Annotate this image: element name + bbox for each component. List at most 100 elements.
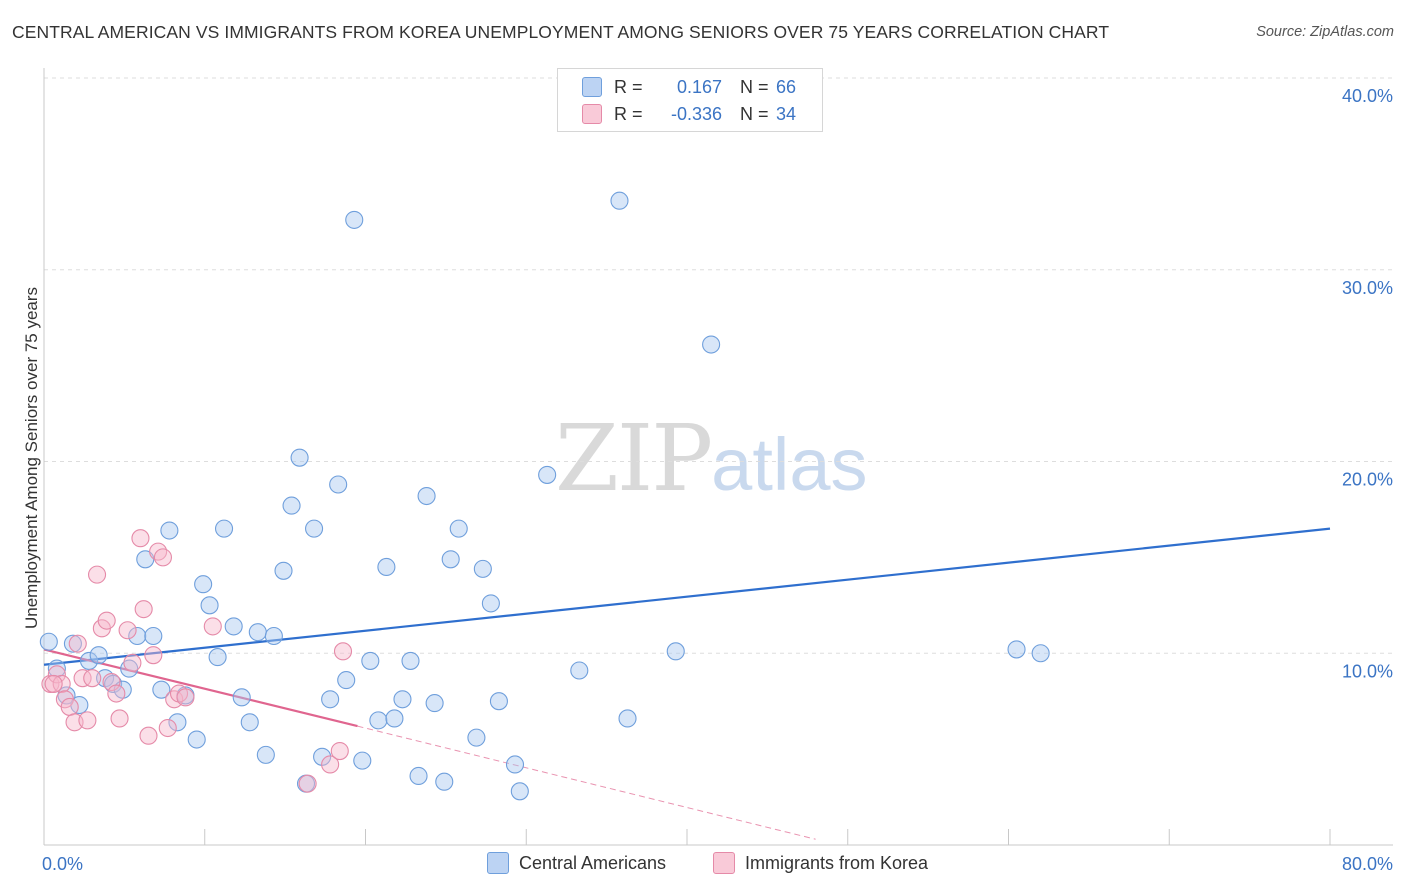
legend-n-value: 66	[776, 76, 797, 97]
point-central-american	[449, 519, 468, 538]
point-central-american	[256, 745, 275, 764]
point-central-american	[168, 713, 187, 732]
point-korea	[110, 709, 129, 728]
point-central-american	[610, 191, 629, 210]
x-tick-label-min: 0.0%	[42, 854, 83, 874]
bottom-legend-swatch-pink	[713, 852, 735, 874]
legend-r-value: -0.336	[670, 103, 722, 124]
point-central-american	[505, 755, 525, 774]
bottom-legend-swatch-blue	[487, 852, 509, 874]
point-korea	[330, 741, 349, 761]
point-central-american	[489, 692, 508, 711]
point-korea	[44, 674, 63, 693]
x-ticks	[204, 829, 1331, 845]
point-central-american	[152, 680, 171, 699]
point-korea	[78, 711, 97, 730]
bottom-legend-central-americans[interactable]: Central Americans	[487, 852, 666, 874]
point-korea	[149, 542, 168, 561]
point-central-american	[120, 659, 139, 678]
legend-n-value: 34	[776, 103, 797, 124]
trendline-central-americans	[43, 527, 1331, 666]
trendline-korea	[43, 648, 358, 728]
legend-r-label: R =	[614, 103, 643, 124]
point-korea	[158, 718, 177, 738]
y-tick-label: 40.0%	[1342, 86, 1393, 106]
point-central-american	[401, 651, 420, 670]
point-korea	[107, 684, 126, 703]
point-korea	[47, 665, 66, 684]
legend-row-korea: R = -0.336 N = 34	[582, 101, 796, 127]
bottom-legend-korea[interactable]: Immigrants from Korea	[713, 852, 928, 874]
point-central-american	[481, 594, 500, 613]
bottom-legend-label: Central Americans	[519, 852, 667, 873]
point-central-american	[187, 730, 206, 749]
point-central-american	[473, 559, 492, 578]
point-central-american	[144, 626, 163, 646]
point-central-american	[467, 728, 486, 747]
point-central-american	[361, 651, 380, 670]
point-central-american	[194, 575, 213, 594]
point-korea	[176, 688, 195, 707]
point-korea	[87, 565, 107, 584]
point-central-american	[282, 496, 301, 515]
y-tick-label: 20.0%	[1342, 470, 1393, 490]
point-central-american	[208, 648, 227, 667]
point-central-american	[441, 550, 460, 569]
point-central-american	[385, 709, 404, 728]
point-central-american	[377, 557, 396, 577]
point-central-american	[200, 596, 219, 615]
point-korea	[118, 621, 137, 640]
watermark-atlas: atlas	[711, 423, 868, 506]
point-central-american	[417, 486, 436, 506]
point-korea	[321, 755, 340, 774]
point-korea	[298, 774, 317, 793]
point-korea	[68, 634, 87, 653]
point-central-american	[1007, 640, 1026, 659]
point-central-american	[510, 782, 529, 801]
point-korea	[139, 726, 158, 745]
point-central-american	[1031, 644, 1050, 663]
data-points	[39, 191, 1050, 801]
x-tick-labels: 0.0% 80.0%	[42, 854, 1393, 874]
point-central-american	[224, 617, 243, 636]
point-central-american	[79, 651, 99, 670]
point-korea	[73, 669, 92, 688]
legend-swatch-pink	[582, 104, 602, 124]
point-central-american	[666, 642, 685, 661]
point-central-american	[240, 713, 259, 732]
point-central-american	[353, 751, 372, 770]
point-central-american	[264, 626, 283, 646]
point-central-american	[702, 335, 721, 354]
point-central-american	[329, 475, 348, 494]
source-label: Source: ZipAtlas.com	[1256, 24, 1394, 40]
point-central-american	[321, 690, 340, 709]
correlation-legend: R = 0.167 N = 66 R = -0.336 N = 34	[557, 68, 823, 132]
point-korea	[153, 548, 173, 567]
chart-title: CENTRAL AMERICAN VS IMMIGRANTS FROM KORE…	[12, 22, 1110, 42]
legend-n-label: N =	[740, 103, 769, 124]
legend-r-value: 0.167	[676, 76, 722, 97]
watermark-zip: ZIP	[555, 405, 713, 512]
point-central-american	[393, 690, 412, 709]
point-central-american	[248, 623, 267, 642]
axes	[43, 68, 1393, 846]
point-korea	[134, 600, 153, 619]
point-central-american	[425, 694, 444, 713]
point-korea	[83, 669, 102, 688]
point-central-american	[409, 766, 428, 786]
point-korea	[333, 642, 353, 661]
x-tick-label-max: 80.0%	[1342, 854, 1393, 874]
point-central-american	[369, 711, 388, 730]
point-central-american	[345, 210, 364, 229]
point-central-american	[232, 688, 251, 707]
point-korea	[60, 697, 79, 716]
point-korea	[97, 611, 116, 630]
gridlines	[44, 77, 1393, 654]
point-central-american	[538, 465, 557, 484]
point-central-american	[63, 634, 82, 653]
y-tick-label: 10.0%	[1342, 661, 1393, 681]
legend-row-central-americans: R = 0.167 N = 66	[582, 74, 796, 100]
legend-swatch-blue	[582, 77, 602, 97]
trend-lines	[43, 527, 1331, 840]
